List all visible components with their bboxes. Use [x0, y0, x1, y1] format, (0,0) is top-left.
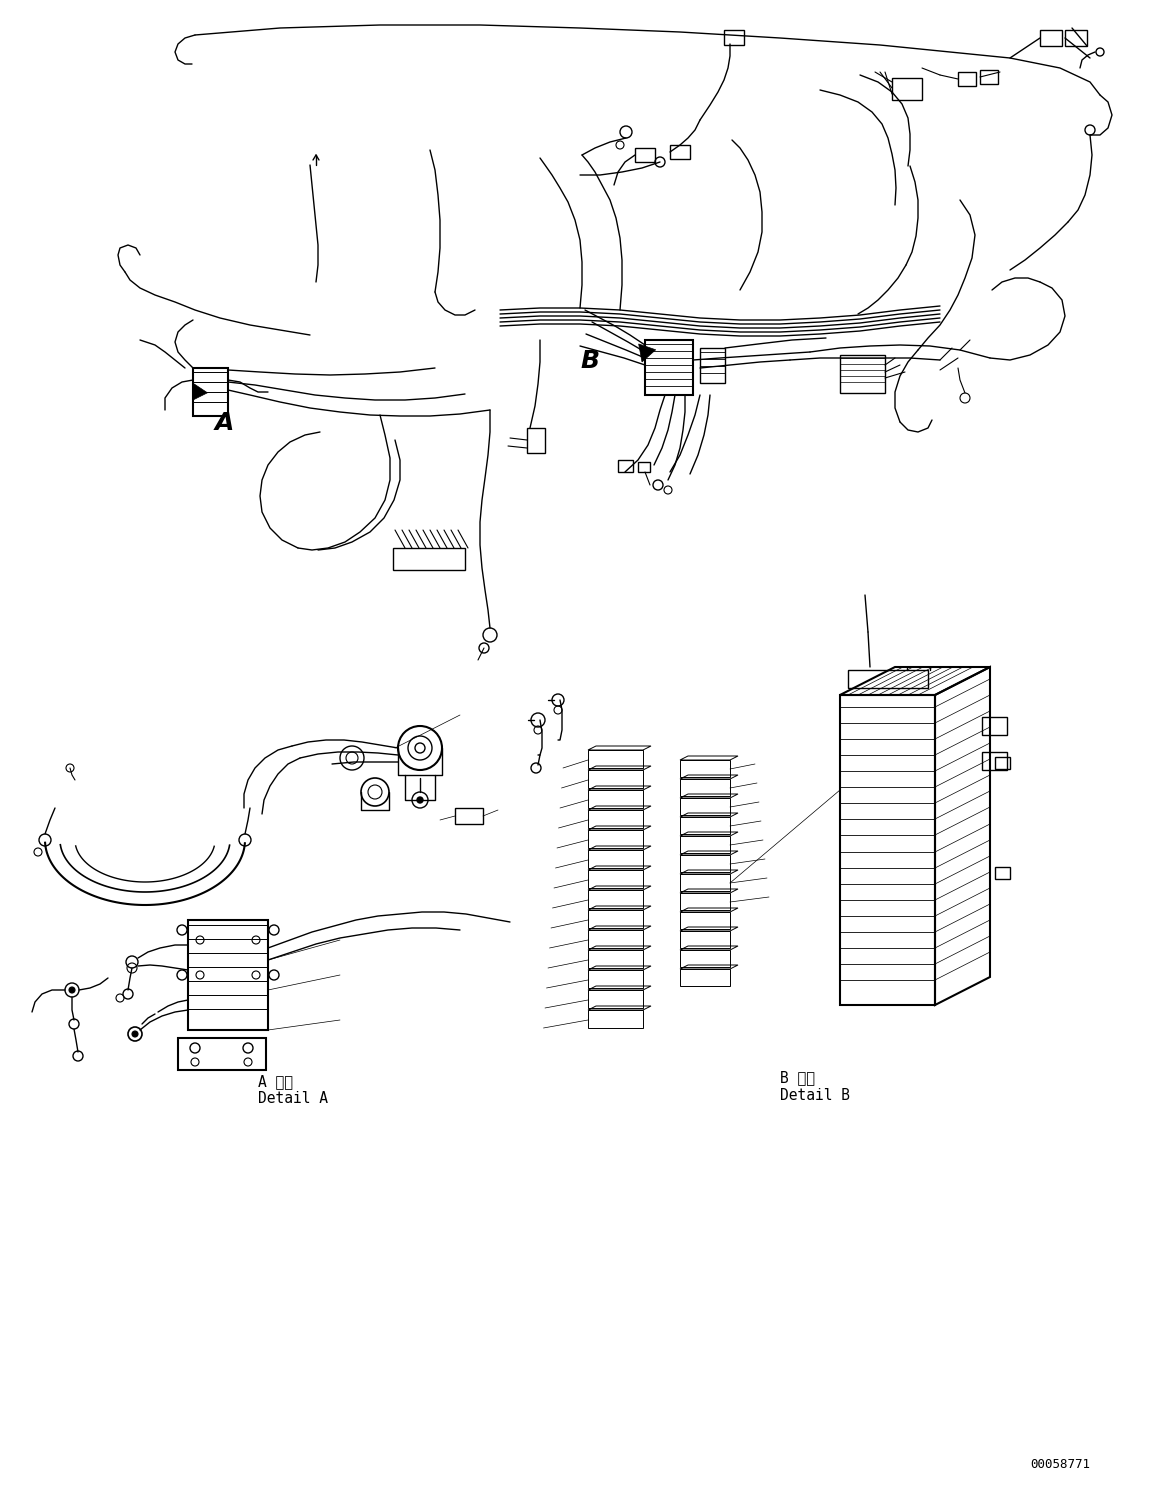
Bar [980, 70, 998, 83]
Bar [840, 356, 885, 393]
Bar [848, 670, 928, 687]
Bar [700, 348, 725, 382]
Bar [958, 71, 976, 86]
Bar [193, 368, 228, 417]
Bar [455, 808, 483, 824]
Bar [178, 1039, 266, 1070]
Bar [638, 461, 650, 472]
Bar [996, 757, 1009, 769]
Bar [892, 77, 922, 100]
Bar [996, 868, 1009, 879]
Bar [840, 695, 935, 1004]
Circle shape [131, 1031, 138, 1037]
Bar [1040, 30, 1062, 46]
Bar [982, 717, 1007, 735]
Bar [193, 368, 228, 417]
Bar [982, 751, 1007, 769]
Text: Detail B: Detail B [780, 1088, 850, 1103]
Bar [670, 144, 690, 159]
Text: B 詳細: B 詳細 [780, 1070, 815, 1085]
Text: 00058771: 00058771 [1030, 1458, 1090, 1472]
Bar [645, 339, 693, 394]
Text: Detail A: Detail A [258, 1091, 328, 1106]
Bar [635, 147, 655, 162]
Bar [1065, 30, 1087, 46]
Text: A 詳細: A 詳細 [258, 1074, 293, 1089]
Bar [188, 920, 267, 1030]
Bar [527, 429, 545, 452]
Circle shape [418, 798, 423, 804]
Circle shape [69, 987, 74, 992]
Text: B: B [580, 350, 599, 373]
Polygon shape [193, 384, 207, 400]
Polygon shape [638, 344, 656, 362]
Bar [725, 30, 744, 45]
Text: A: A [215, 411, 235, 434]
Bar [393, 548, 465, 570]
Bar [618, 460, 633, 472]
